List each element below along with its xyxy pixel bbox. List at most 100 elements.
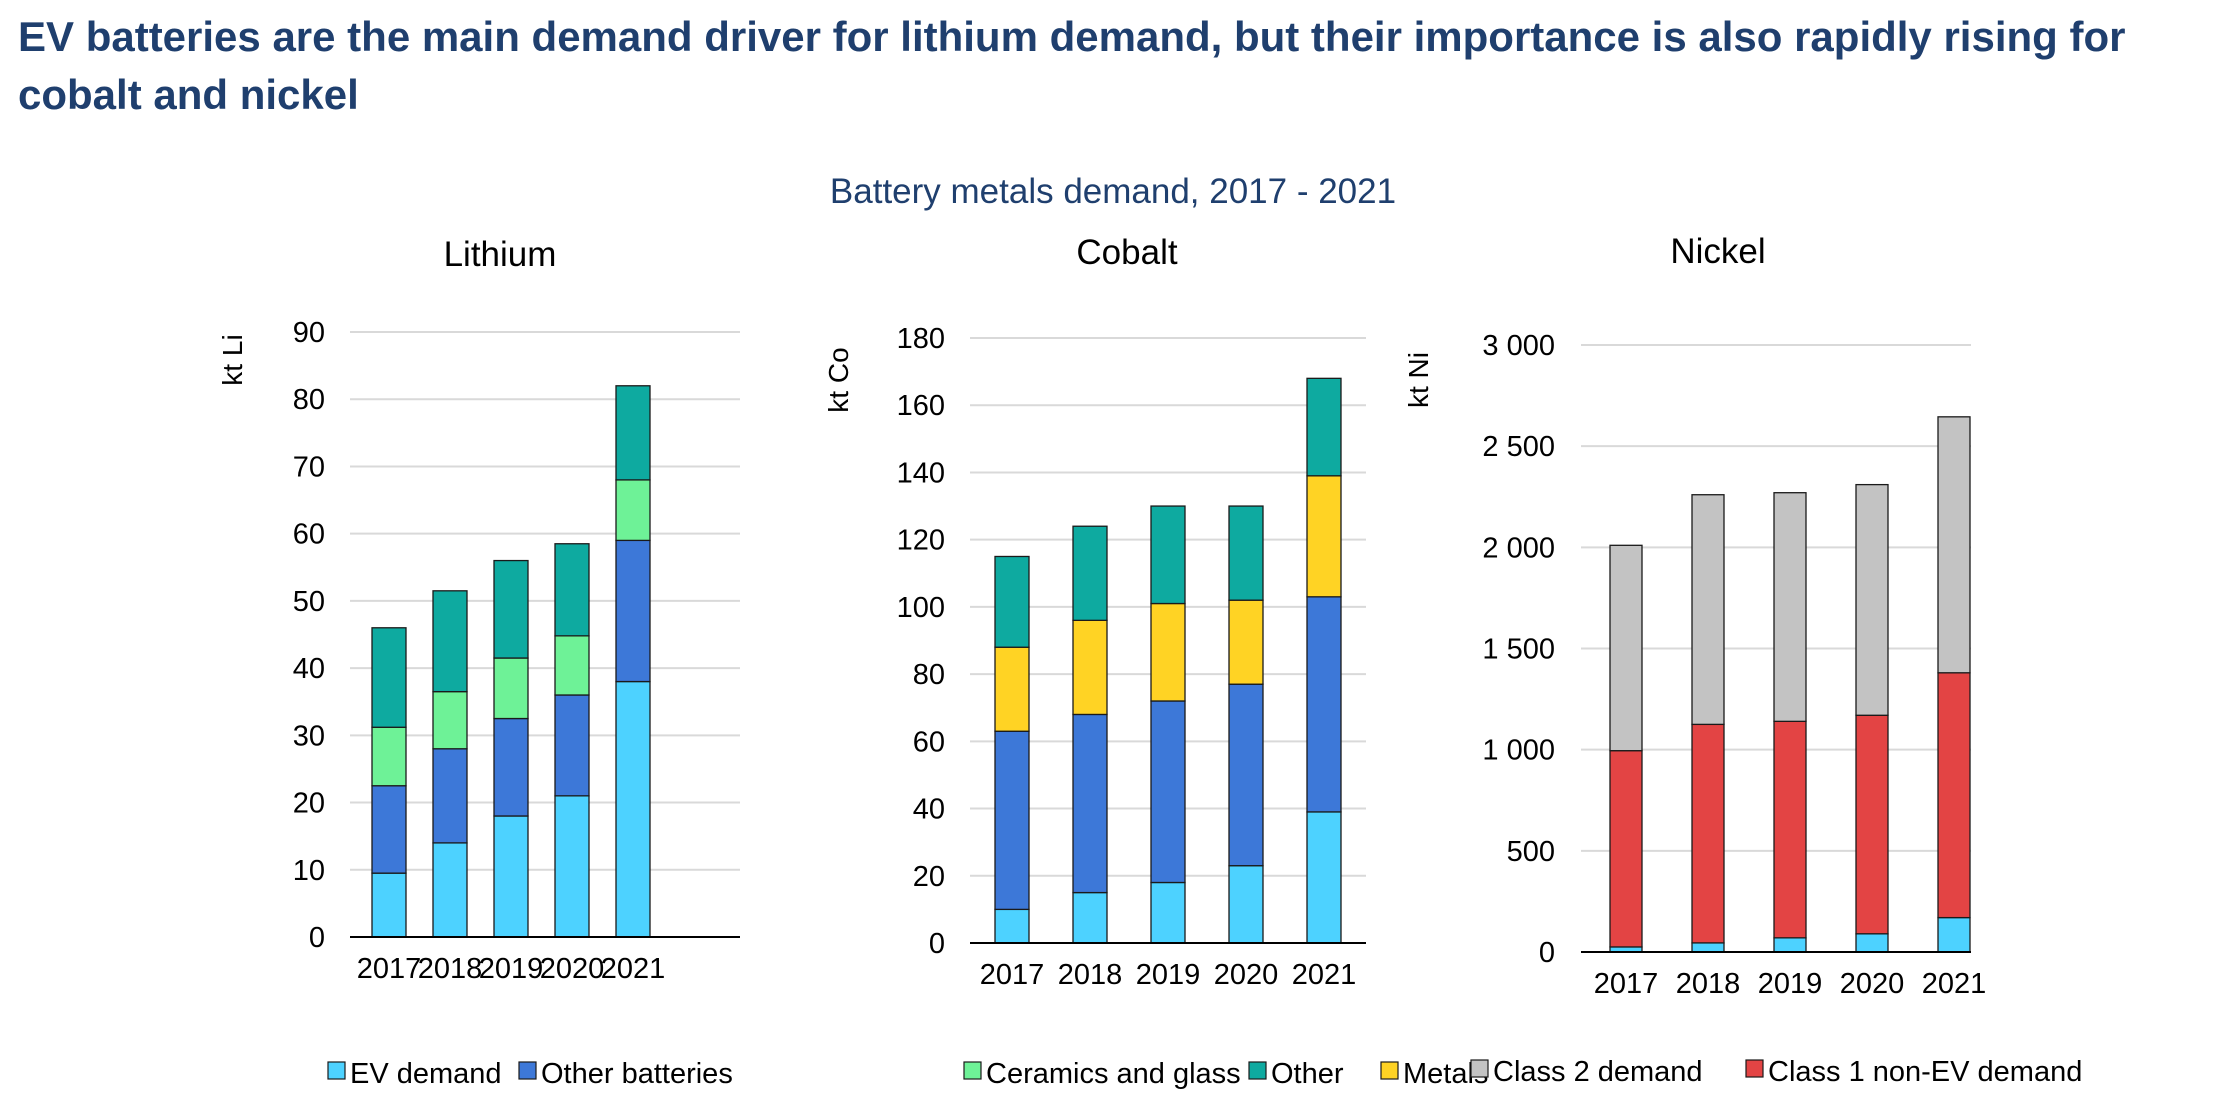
legend-label-ev-demand: EV demand — [350, 1058, 502, 1090]
bar-segment-other-batteries-2018 — [432, 748, 468, 844]
bar-segment-other-2018 — [1072, 525, 1108, 621]
x-tick-label: 2019 — [479, 953, 544, 985]
x-tick-label: 2020 — [1214, 959, 1279, 991]
legend-swatch-class-1-non-ev-demand — [1745, 1059, 1764, 1078]
x-tick-label: 2020 — [540, 953, 605, 985]
bar-segment-class-1-non-ev-demand-2021 — [1937, 672, 1971, 919]
bar-segment-ev-demand-2017 — [994, 908, 1030, 944]
bar-segment-other-2017 — [371, 627, 407, 728]
x-tick-label: 2021 — [601, 953, 666, 985]
bar-segment-other-batteries-2020 — [1228, 683, 1264, 867]
bar-segment-class-1-non-ev-demand-2018 — [1691, 723, 1725, 944]
y-tick-label: 80 — [913, 659, 945, 691]
bar-segment-other-2021 — [1306, 377, 1342, 477]
chart-title: Cobalt — [1076, 233, 1177, 272]
bar-segment-metals-2021 — [1306, 475, 1342, 598]
bar-segment-ev-demand-2019 — [493, 815, 529, 938]
bar-segment-ev-demand-2018 — [1072, 891, 1108, 944]
bar-segment-ev-demand-2019 — [1150, 881, 1186, 944]
y-tick-label: 140 — [897, 457, 945, 489]
bar-segment-ceramics-and-glass-2020 — [554, 635, 590, 696]
x-tick-label: 2017 — [1594, 968, 1659, 1000]
bar-segment-other-2019 — [493, 559, 529, 659]
y-tick-label: 40 — [293, 653, 325, 685]
y-tick-label: 50 — [293, 586, 325, 618]
bar-segment-class-2-demand-2019 — [1773, 492, 1807, 722]
cobalt-chart: Cobalt kt Co 0 20 40 60 80 100 120 140 160 180 2017 2… — [823, 233, 1366, 991]
bar-segment-class-2-demand-2020 — [1855, 483, 1889, 716]
bar-segment-other-batteries-2018 — [1072, 713, 1108, 894]
y-tick-label: 120 — [897, 525, 945, 557]
legend-left: EV demand Other batteries Ceramics and gla… — [327, 1058, 1488, 1090]
y-tick-label: 10 — [293, 855, 325, 887]
x-tick-label: 2017 — [357, 953, 422, 985]
y-tick-label: 160 — [897, 390, 945, 422]
bar-segment-ev-demand-2018 — [432, 842, 468, 938]
bar-segment-ceramics-and-glass-2018 — [432, 690, 468, 750]
y-tick-label: 1 500 — [1482, 634, 1555, 666]
bar-segment-metals-2019 — [1150, 602, 1186, 702]
legend-label-class-1-non-ev-demand: Class 1 non-EV demand — [1768, 1056, 2082, 1088]
bar-segment-other-batteries-2019 — [493, 717, 529, 817]
bar-segment-ev-demand-2020 — [1228, 865, 1264, 944]
bar-segment-other-batteries-2021 — [1306, 596, 1342, 813]
legend-label-other-batteries: Other batteries — [541, 1058, 733, 1090]
y-tick-label: 0 — [1539, 937, 1555, 969]
legend-right: Class 2 demand Class 1 non-EV demand — [1470, 1056, 2082, 1088]
bar-segment-other-batteries-2017 — [371, 785, 407, 874]
y-tick-label: 60 — [293, 519, 325, 551]
y-tick-label: 70 — [293, 451, 325, 483]
y-axis-label: kt Ni — [1403, 352, 1434, 408]
y-tick-label: 0 — [929, 928, 945, 960]
y-tick-label: 100 — [897, 592, 945, 624]
y-tick-label: 180 — [897, 323, 945, 355]
figure-subtitle: Battery metals demand, 2017 - 2021 — [829, 172, 1397, 211]
y-tick-label: 20 — [293, 788, 325, 820]
bar-segment-ev-demand-2021 — [615, 680, 651, 938]
x-tick-label: 2021 — [1292, 959, 1357, 991]
y-tick-label: 2 000 — [1482, 532, 1555, 564]
y-tick-label: 80 — [293, 384, 325, 416]
bar-segment-class-1-non-ev-demand-2019 — [1773, 720, 1807, 939]
bar-segment-other-2019 — [1150, 505, 1186, 605]
bar-segment-ceramics-and-glass-2021 — [615, 479, 651, 542]
x-tick-label: 2019 — [1758, 968, 1823, 1000]
y-axis-label: kt Li — [217, 334, 248, 385]
bar-segment-ev-demand-2021 — [1306, 811, 1342, 944]
y-tick-label: 60 — [913, 726, 945, 758]
bar-segment-ev-demand-2019 — [1773, 937, 1807, 953]
x-tick-label: 2017 — [980, 959, 1045, 991]
bar-segment-ev-demand-2017 — [371, 872, 407, 938]
nickel-chart: Nickel kt Ni 0 500 1 000 1 500 2 000 2 500 3 000… — [1403, 232, 1986, 1000]
legend-swatch-ev-demand — [327, 1061, 346, 1080]
legend-label-ceramics-and-glass: Ceramics and glass — [986, 1058, 1241, 1090]
bar-segment-other-2018 — [432, 590, 468, 693]
x-tick-label: 2019 — [1136, 959, 1201, 991]
y-tick-label: 90 — [293, 317, 325, 349]
bar-segment-other-2021 — [615, 385, 651, 481]
bar-segment-class-2-demand-2018 — [1691, 494, 1725, 726]
bar-segment-ev-demand-2020 — [554, 795, 590, 938]
y-tick-label: 1 000 — [1482, 735, 1555, 767]
bar-segment-other-2020 — [1228, 505, 1264, 601]
y-tick-label: 3 000 — [1482, 330, 1555, 362]
y-axis-label: kt Co — [823, 347, 854, 412]
x-tick-label: 2020 — [1840, 968, 1905, 1000]
x-tick-label: 2018 — [418, 953, 483, 985]
bar-segment-ev-demand-2020 — [1855, 933, 1889, 953]
legend-label-class-2-demand: Class 2 demand — [1493, 1056, 1703, 1088]
y-tick-label: 40 — [913, 794, 945, 826]
y-tick-label: 30 — [293, 720, 325, 752]
bar-segment-ceramics-and-glass-2019 — [493, 657, 529, 720]
y-tick-label: 0 — [309, 922, 325, 954]
legend-swatch-class-2-demand — [1470, 1059, 1489, 1078]
y-tick-label: 500 — [1507, 836, 1555, 868]
x-tick-label: 2018 — [1676, 968, 1741, 1000]
bar-segment-class-2-demand-2017 — [1609, 544, 1643, 752]
bar-segment-ceramics-and-glass-2017 — [371, 726, 407, 787]
chart-title: Lithium — [444, 235, 557, 274]
bar-segment-class-1-non-ev-demand-2017 — [1609, 750, 1643, 948]
chart-title: Nickel — [1670, 232, 1765, 271]
bar-segment-class-1-non-ev-demand-2020 — [1855, 714, 1889, 935]
